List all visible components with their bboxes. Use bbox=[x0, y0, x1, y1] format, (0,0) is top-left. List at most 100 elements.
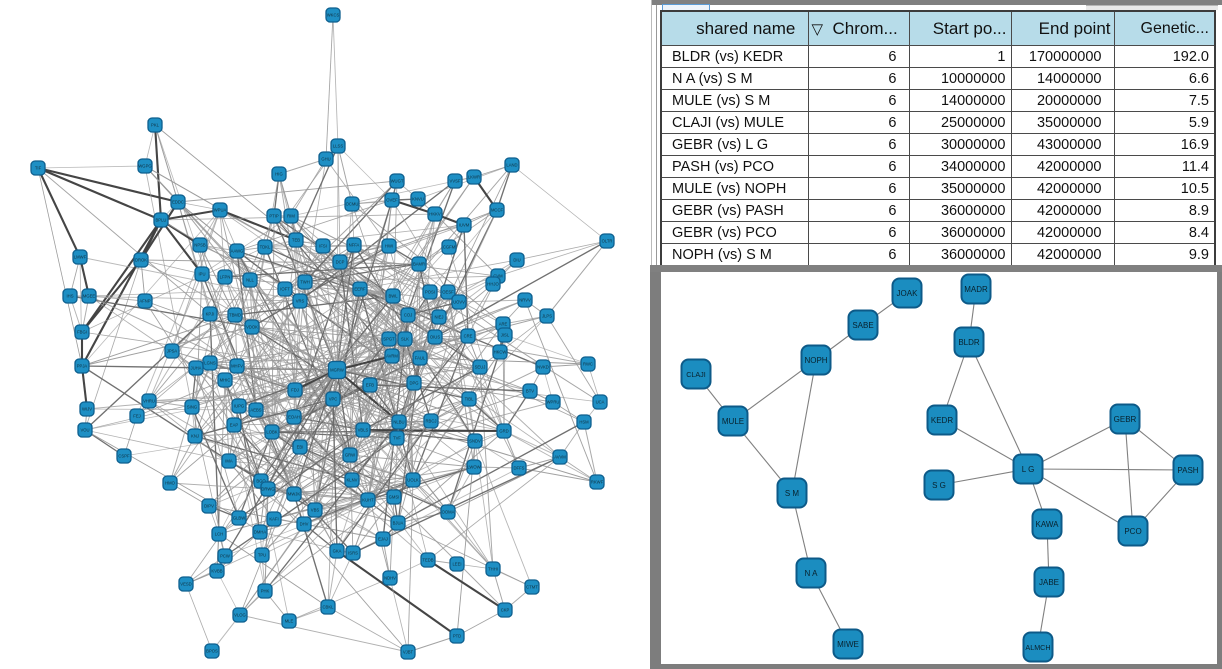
svg-text:LGNS: LGNS bbox=[204, 361, 216, 366]
svg-text:JABE: JABE bbox=[1039, 578, 1059, 587]
svg-text:LOBK: LOBK bbox=[266, 430, 277, 435]
svg-text:MLE: MLE bbox=[285, 619, 294, 624]
svg-text:CSPF: CSPF bbox=[118, 454, 130, 459]
svg-text:NDHV: NDHV bbox=[384, 576, 396, 581]
svg-text:VVSF: VVSF bbox=[450, 179, 461, 184]
svg-text:PPJA: PPJA bbox=[77, 364, 88, 369]
svg-text:LAND: LAND bbox=[506, 163, 517, 168]
svg-text:MULE: MULE bbox=[722, 417, 744, 426]
svg-text:PTD: PTD bbox=[453, 634, 461, 639]
svg-text:PHK: PHK bbox=[261, 589, 270, 594]
svg-text:MIWE: MIWE bbox=[837, 640, 859, 649]
svg-text:DHV: DHV bbox=[300, 522, 309, 527]
svg-text:NRVV: NRVV bbox=[519, 298, 531, 303]
svg-text:BPLU: BPLU bbox=[156, 218, 167, 223]
svg-text:OLTR: OLTR bbox=[602, 239, 613, 244]
svg-text:LFPN: LFPN bbox=[220, 275, 231, 280]
svg-text:GRW: GRW bbox=[345, 453, 355, 458]
svg-text:BPOS: BPOS bbox=[206, 649, 218, 654]
svg-text:PASH: PASH bbox=[1177, 466, 1198, 475]
svg-text:EBI: EBI bbox=[297, 445, 304, 450]
svg-text:EOAH: EOAH bbox=[288, 415, 300, 420]
svg-text:DCP: DCP bbox=[336, 260, 345, 265]
svg-text:LLSS: LLSS bbox=[333, 144, 343, 149]
svg-text:GMSI: GMSI bbox=[389, 495, 400, 500]
svg-text:DRWG: DRWG bbox=[261, 487, 274, 492]
svg-text:JUHA: JUHA bbox=[191, 366, 202, 371]
svg-text:NPSB: NPSB bbox=[194, 243, 206, 248]
svg-text:NLBU: NLBU bbox=[393, 420, 404, 425]
svg-text:PCO: PCO bbox=[1124, 527, 1141, 536]
svg-text:POSI: POSI bbox=[425, 290, 435, 295]
svg-text:PKL: PKL bbox=[151, 123, 160, 128]
svg-text:WIJV: WIJV bbox=[82, 407, 92, 412]
svg-text:CTMT: CTMT bbox=[526, 585, 538, 590]
svg-text:CBKL: CBKL bbox=[323, 605, 335, 610]
svg-text:KEDR: KEDR bbox=[931, 416, 953, 425]
svg-text:IUVM: IUVM bbox=[459, 223, 470, 228]
svg-text:JLPS: JLPS bbox=[542, 314, 552, 319]
svg-text:AVRM: AVRM bbox=[386, 354, 398, 359]
svg-text:TVF: TVF bbox=[393, 436, 401, 441]
svg-text:LMWF: LMWF bbox=[74, 255, 87, 260]
svg-text:MHIC: MHIC bbox=[220, 378, 231, 383]
svg-text:BGO: BGO bbox=[256, 479, 266, 484]
svg-text:GEBR: GEBR bbox=[1114, 415, 1137, 424]
svg-text:VHRU: VHRU bbox=[143, 399, 155, 404]
svg-text:VPC: VPC bbox=[329, 397, 338, 402]
svg-text:SLK: SLK bbox=[401, 337, 409, 342]
svg-text:FDJ: FDJ bbox=[291, 388, 299, 393]
svg-text:EERF: EERF bbox=[354, 287, 366, 292]
svg-text:WGPG: WGPG bbox=[138, 164, 151, 169]
svg-text:EJAJ: EJAJ bbox=[378, 537, 388, 542]
svg-text:FEJ: FEJ bbox=[133, 414, 140, 419]
svg-text:FBGI: FBGI bbox=[77, 330, 87, 335]
svg-text:EDDC: EDDC bbox=[172, 200, 184, 205]
svg-text:DPG: DPG bbox=[409, 381, 418, 386]
svg-text:MGEE: MGEE bbox=[83, 294, 96, 299]
svg-text:KNVU: KNVU bbox=[412, 197, 424, 202]
svg-text:S G: S G bbox=[932, 481, 946, 490]
svg-text:OCMU: OCMU bbox=[346, 202, 359, 207]
svg-text:FAUL: FAUL bbox=[415, 356, 426, 361]
svg-text:TBMD: TBMD bbox=[229, 313, 241, 318]
svg-text:CGFM: CGFM bbox=[443, 245, 456, 250]
svg-text:WUGT: WUGT bbox=[391, 179, 404, 184]
svg-text:BAMR: BAMR bbox=[413, 262, 425, 267]
svg-text:IFSI: IFSI bbox=[319, 244, 327, 249]
svg-text:GRD: GRD bbox=[499, 429, 508, 434]
svg-text:MADR: MADR bbox=[964, 285, 988, 294]
svg-text:KNJ: KNJ bbox=[191, 434, 199, 439]
svg-text:DMHA: DMHA bbox=[254, 530, 267, 535]
svg-text:AEBS: AEBS bbox=[250, 408, 261, 413]
svg-text:CVM: CVM bbox=[493, 274, 503, 279]
svg-text:DIU: DIU bbox=[513, 258, 520, 263]
svg-text:OIUS: OIUS bbox=[430, 335, 440, 340]
svg-text:MHFV: MHFV bbox=[231, 364, 243, 369]
svg-text:VESD: VESD bbox=[180, 582, 191, 587]
svg-text:S M: S M bbox=[785, 489, 800, 498]
svg-text:HSM: HSM bbox=[579, 420, 589, 425]
svg-text:TIBL: TIBL bbox=[465, 397, 475, 402]
svg-text:L G: L G bbox=[1022, 465, 1035, 474]
svg-text:MWJK: MWJK bbox=[288, 492, 301, 497]
svg-text:VRS: VRS bbox=[296, 299, 305, 304]
svg-text:KVBB: KVBB bbox=[211, 569, 222, 574]
svg-text:THHI: THHI bbox=[488, 567, 498, 572]
svg-text:UCA: UCA bbox=[596, 400, 605, 405]
svg-text:RBCJ: RBCJ bbox=[426, 419, 437, 424]
svg-text:KPJI: KPJI bbox=[206, 312, 215, 317]
svg-text:OESF: OESF bbox=[442, 290, 454, 295]
svg-text:OVEF: OVEF bbox=[386, 198, 398, 203]
svg-text:TIF: TIF bbox=[35, 166, 42, 171]
svg-text:DIPV: DIPV bbox=[204, 504, 214, 509]
svg-text:RKWF: RKWF bbox=[591, 480, 604, 485]
svg-text:KUHT: KUHT bbox=[362, 498, 374, 503]
svg-text:NFFA: NFFA bbox=[349, 243, 360, 248]
svg-text:SNDV: SNDV bbox=[469, 439, 481, 444]
svg-text:KLNV: KLNV bbox=[347, 478, 358, 483]
svg-text:WPRU: WPRU bbox=[547, 400, 560, 405]
svg-text:SPGT: SPGT bbox=[383, 337, 395, 342]
svg-text:LWOW: LWOW bbox=[467, 465, 480, 470]
svg-text:EFB: EFB bbox=[366, 383, 374, 388]
